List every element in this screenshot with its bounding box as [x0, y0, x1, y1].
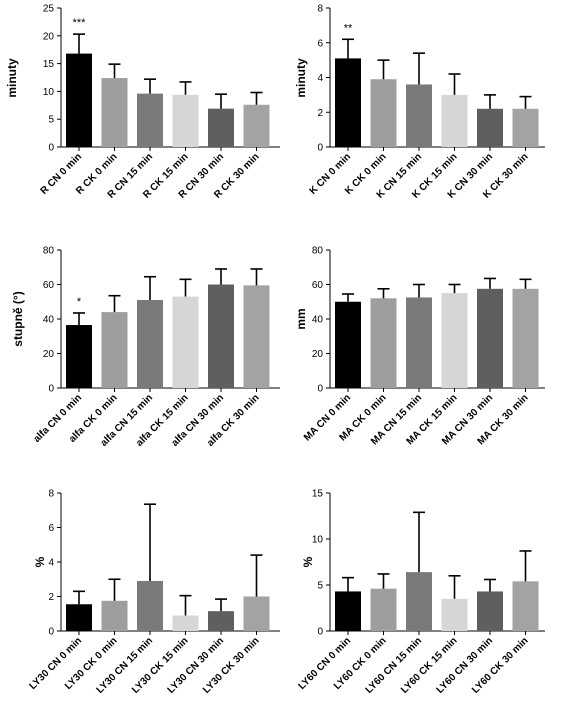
y-tick-label: 0 [317, 384, 323, 395]
bar-2 [101, 600, 128, 631]
y-tick-label: 20 [43, 31, 55, 42]
y-axis-label: % [301, 556, 315, 567]
y-tick-label: 0 [317, 627, 323, 638]
y-tick-label: 0 [48, 384, 54, 395]
bar-4 [172, 296, 199, 388]
bar-3 [137, 580, 163, 631]
y-tick-label: 4 [48, 558, 54, 569]
bar-5 [477, 288, 503, 388]
y-tick-label: 15 [43, 59, 55, 70]
y-axis-label: mm [294, 308, 308, 329]
bar-6 [243, 104, 270, 147]
y-tick-label: 25 [43, 4, 55, 15]
bar-4 [172, 94, 199, 147]
y-tick-label: 20 [43, 349, 55, 360]
bar-2 [101, 312, 128, 388]
bar-3 [406, 572, 432, 631]
y-axis-label: % [33, 556, 47, 567]
bar-1 [66, 325, 92, 388]
bar-3 [137, 93, 163, 147]
bar-2 [370, 298, 397, 388]
bar-4 [441, 293, 468, 388]
y-tick-label: 15 [312, 489, 324, 500]
bar-6 [243, 596, 270, 631]
bar-2 [101, 78, 128, 147]
bar-3 [406, 84, 432, 147]
bar-1 [335, 58, 361, 148]
bar-5 [208, 611, 234, 631]
significance-annotation: ** [344, 22, 353, 34]
bar-1 [335, 591, 361, 631]
y-tick-label: 6 [48, 523, 54, 534]
bar-5 [208, 108, 234, 147]
bar-4 [441, 598, 468, 631]
y-tick-label: 10 [312, 535, 324, 546]
bar-3 [137, 300, 163, 388]
y-tick-label: 6 [317, 38, 323, 49]
bar-1 [335, 301, 361, 388]
y-tick-label: 4 [317, 73, 323, 84]
y-tick-label: 2 [48, 592, 54, 603]
y-tick-label: 0 [48, 143, 54, 154]
y-tick-label: 8 [48, 489, 54, 500]
y-tick-label: 5 [48, 115, 54, 126]
y-tick-label: 40 [312, 315, 324, 326]
bar-1 [66, 604, 92, 631]
y-tick-label: 80 [43, 246, 55, 257]
bar-6 [512, 581, 539, 631]
bar-6 [512, 288, 539, 388]
bar-5 [208, 284, 234, 388]
y-tick-label: 60 [43, 280, 55, 291]
bar-6 [512, 108, 539, 147]
y-tick-label: 5 [317, 581, 323, 592]
y-tick-label: 60 [312, 280, 324, 291]
bar-1 [66, 53, 92, 148]
y-tick-label: 2 [317, 108, 323, 119]
y-tick-label: 8 [317, 4, 323, 15]
significance-annotation: * [77, 296, 82, 308]
y-tick-label: 20 [312, 349, 324, 360]
bar-6 [243, 285, 270, 388]
bar-2 [370, 588, 397, 631]
y-tick-label: 80 [312, 246, 324, 257]
bar-5 [477, 591, 503, 631]
y-axis-label: minuty [5, 58, 19, 98]
bar-4 [441, 94, 468, 147]
y-tick-label: 0 [317, 143, 323, 154]
y-tick-label: 40 [43, 315, 55, 326]
bar-5 [477, 108, 503, 147]
y-tick-label: 10 [43, 87, 55, 98]
y-tick-label: 0 [48, 627, 54, 638]
y-axis-label: minuty [294, 58, 308, 98]
bar-2 [370, 79, 397, 147]
y-axis-label: stupně (°) [11, 291, 25, 346]
significance-annotation: *** [73, 17, 87, 29]
bar-3 [406, 297, 432, 388]
bar-4 [172, 615, 199, 631]
